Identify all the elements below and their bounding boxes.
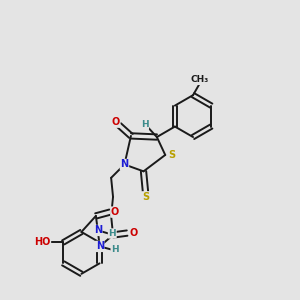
Text: N: N	[94, 225, 102, 236]
Text: O: O	[112, 117, 120, 127]
Text: H: H	[111, 245, 119, 254]
Text: S: S	[142, 192, 149, 202]
Text: CH₃: CH₃	[191, 75, 209, 84]
Text: N: N	[120, 160, 128, 170]
Text: O: O	[130, 228, 138, 238]
Text: N: N	[96, 242, 104, 251]
Text: H: H	[109, 229, 116, 238]
Text: O: O	[111, 207, 119, 217]
Text: S: S	[169, 150, 176, 160]
Text: HO: HO	[34, 237, 50, 248]
Text: H: H	[141, 120, 148, 129]
